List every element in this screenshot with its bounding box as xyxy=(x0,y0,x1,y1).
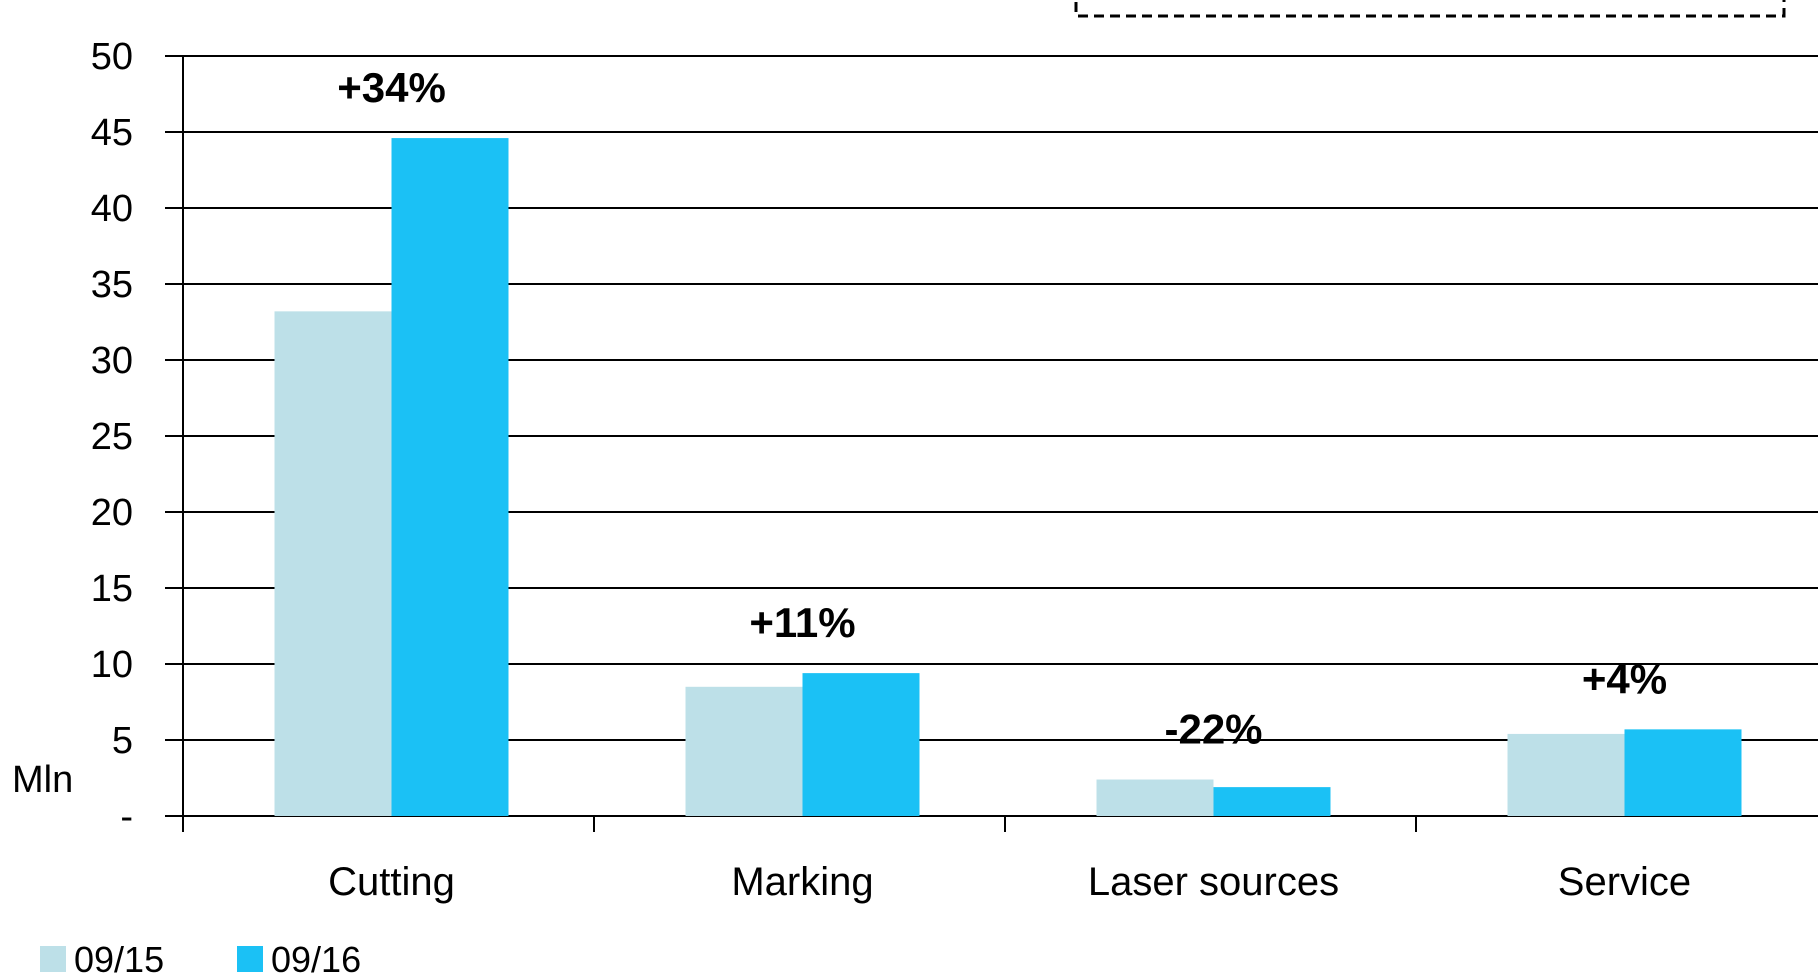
legend: 09/15 09/16 xyxy=(40,939,361,979)
bar-09-16-service xyxy=(1624,729,1742,816)
category-label: Service xyxy=(1558,860,1691,904)
bar-09-15-laser-sources xyxy=(1096,779,1214,816)
category-label: Laser sources xyxy=(1088,860,1339,904)
y-tick-label: 50 xyxy=(91,36,133,78)
change-label: +34% xyxy=(337,64,446,111)
category-labels: Cutting Marking Laser sources Service xyxy=(328,860,1691,904)
dashed-callout-box xyxy=(1074,0,1786,18)
bar-09-16-cutting xyxy=(391,138,509,816)
bar-09-15-service xyxy=(1507,733,1625,816)
legend-label: 09/16 xyxy=(271,939,361,979)
category-label: Cutting xyxy=(328,860,455,904)
y-tick-labels: - 5 10 15 20 25 30 35 40 45 50 xyxy=(91,36,133,838)
y-tick-label: 25 xyxy=(91,416,133,458)
bar-09-16-marking xyxy=(802,673,920,816)
change-labels: +34% +11% -22% +4% xyxy=(337,64,1667,752)
change-label: -22% xyxy=(1164,706,1262,753)
y-axis-unit-label: Mln xyxy=(12,759,73,801)
y-tick-label: 40 xyxy=(91,188,133,230)
bar-09-15-marking xyxy=(685,686,803,816)
y-tick-label: 5 xyxy=(112,720,133,762)
bars xyxy=(274,138,1742,816)
y-tick-label: 45 xyxy=(91,112,133,154)
y-tick-label: 35 xyxy=(91,264,133,306)
category-label: Marking xyxy=(731,860,873,904)
legend-label: 09/15 xyxy=(74,939,164,979)
y-tick-label: 30 xyxy=(91,340,133,382)
y-tick-label: 20 xyxy=(91,492,133,534)
legend-swatch xyxy=(237,946,263,972)
bar-09-15-cutting xyxy=(274,311,392,816)
y-tick-label: - xyxy=(120,796,133,838)
y-tick-label: 10 xyxy=(91,644,133,686)
y-tick-label: 15 xyxy=(91,568,133,610)
bar-09-16-laser-sources xyxy=(1213,787,1331,816)
legend-swatch xyxy=(40,946,66,972)
change-label: +4% xyxy=(1582,655,1667,702)
change-label: +11% xyxy=(749,599,855,646)
